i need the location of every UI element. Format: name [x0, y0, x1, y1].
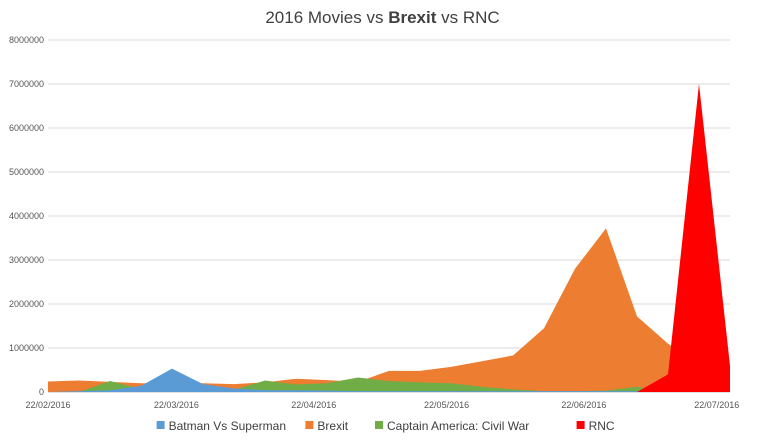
chart-title: 2016 Movies vs Brexit vs RNC: [0, 8, 765, 28]
x-tick-label: 22/03/2016: [154, 400, 199, 410]
y-tick-label: 3000000: [9, 255, 44, 265]
chart-title-part1: 2016 Movies vs: [265, 8, 389, 27]
y-tick-label: 1000000: [9, 343, 44, 353]
x-tick-label: 22/07/2016: [694, 400, 739, 410]
y-tick-label: 8000000: [9, 35, 44, 45]
area-series-batman-vs-superman: [48, 368, 730, 392]
legend-label-batman-vs-superman: Batman Vs Superman: [169, 419, 286, 433]
legend-label-rnc: RNC: [589, 419, 615, 433]
y-tick-label: 6000000: [9, 123, 44, 133]
x-tick-label: 22/06/2016: [561, 400, 606, 410]
x-tick-label: 22/05/2016: [424, 400, 469, 410]
legend-swatch-captain-america-civil-war: [375, 421, 383, 429]
area-series-brexit: [48, 228, 730, 392]
y-tick-label: 7000000: [9, 79, 44, 89]
chart-title-part3: vs RNC: [436, 8, 500, 27]
legend-label-captain-america-civil-war: Captain America: Civil War: [387, 419, 529, 433]
y-tick-label: 0: [39, 387, 44, 397]
legend-swatch-brexit: [305, 421, 314, 429]
area-series-captain-america-civil-war: [48, 377, 730, 392]
y-tick-label: 4000000: [9, 211, 44, 221]
chart-title-part2: Brexit: [388, 8, 437, 27]
y-tick-label: 5000000: [9, 167, 44, 177]
y-tick-label: 2000000: [9, 299, 44, 309]
x-tick-label: 22/04/2016: [291, 400, 336, 410]
x-tick-label: 22/02/2016: [25, 400, 70, 410]
legend-swatch-rnc: [576, 421, 585, 429]
legend-swatch-batman-vs-superman: [156, 421, 165, 429]
legend-label-brexit: Brexit: [317, 419, 348, 433]
